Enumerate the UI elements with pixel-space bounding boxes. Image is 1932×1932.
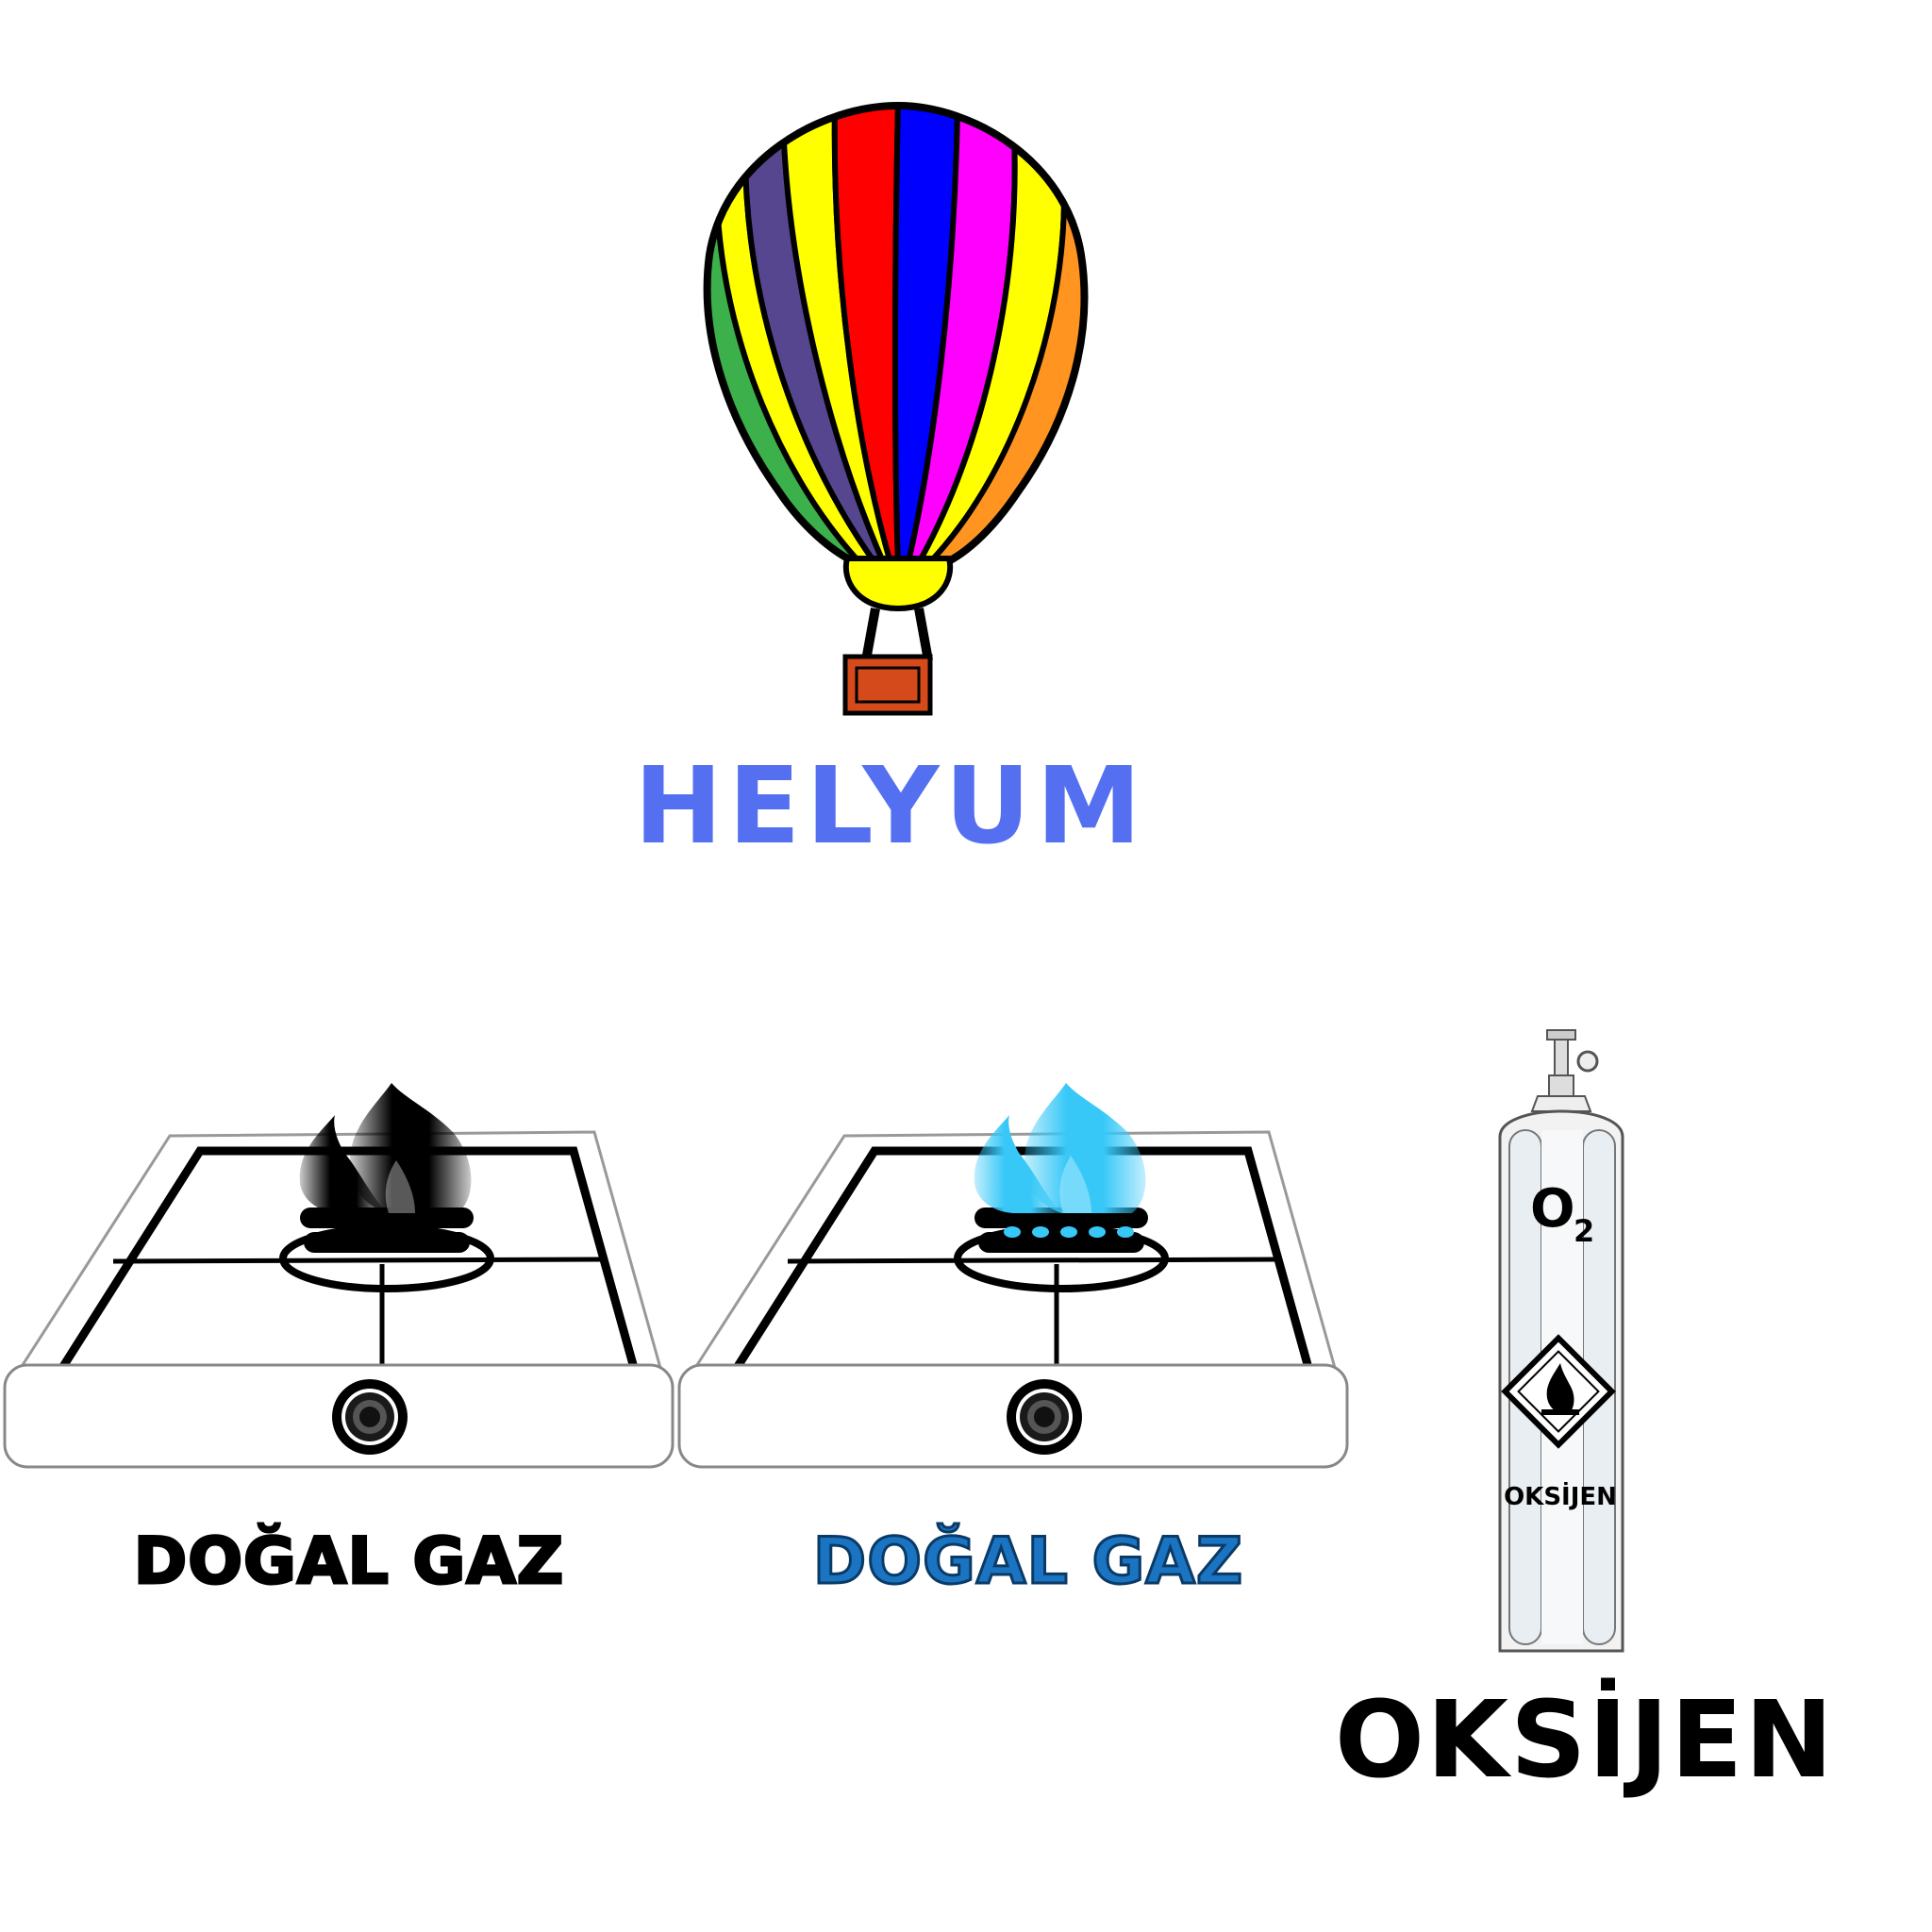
cylinder-text: OKSİJEN	[1504, 1481, 1617, 1511]
balloon-skirt	[842, 556, 954, 612]
oxygen-label: OKSİJEN	[1334, 1679, 1836, 1802]
cylinder-formula: O	[1530, 1178, 1575, 1240]
cylinder-formula-subscript: 2	[1574, 1213, 1594, 1249]
helium-label: HELYUM	[634, 745, 1147, 868]
natural-gas-label-black: DOĞAL GAZ	[132, 1524, 565, 1601]
balloon-basket	[842, 654, 933, 716]
oxygen-cylinder-illustration: O 2 OKSİJEN	[1498, 1029, 1624, 1653]
hot-air-balloon-illustration	[703, 101, 1089, 716]
natural-gas-label-blue: DOĞAL GAZ	[811, 1524, 1244, 1601]
gas-stove-blue-flame	[677, 1083, 1349, 1469]
flammable-diamond-icon	[1501, 1334, 1616, 1449]
black-flame-icon	[299, 1083, 472, 1213]
gas-stove-black-flame	[3, 1083, 675, 1469]
blue-flame-icon	[974, 1083, 1146, 1213]
